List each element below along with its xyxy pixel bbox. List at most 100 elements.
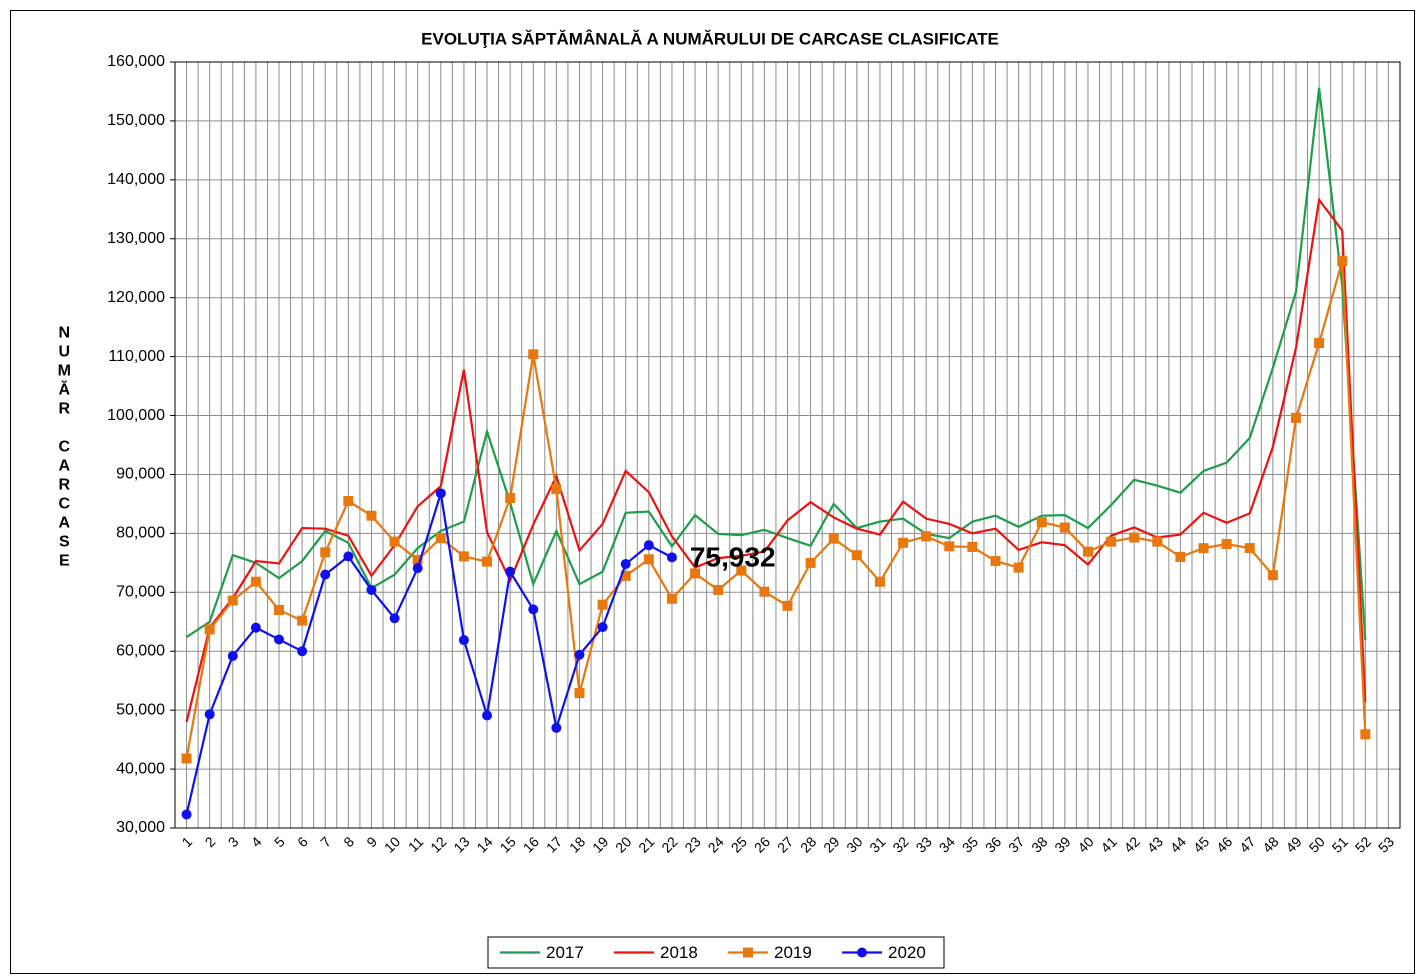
marker [412, 563, 423, 574]
marker [643, 554, 654, 565]
marker [204, 709, 215, 720]
marker [990, 556, 1001, 567]
marker [1106, 536, 1117, 547]
legend-label: 2020 [888, 943, 926, 962]
marker [528, 349, 539, 360]
marker [320, 569, 331, 580]
marker [620, 559, 631, 570]
marker [851, 550, 862, 561]
marker [204, 624, 215, 635]
y-tick-label: 100,000 [107, 407, 165, 424]
series-line [185, 197, 1367, 723]
marker [458, 635, 469, 646]
marker [713, 584, 724, 595]
marker [921, 531, 932, 542]
marker [1360, 729, 1371, 740]
marker [320, 547, 331, 558]
y-tick-label: 40,000 [116, 760, 165, 777]
marker [1036, 517, 1047, 528]
marker [643, 540, 654, 551]
marker [435, 533, 446, 544]
marker [343, 495, 354, 506]
plot-border [174, 61, 1401, 829]
marker [690, 568, 701, 579]
marker [551, 722, 562, 733]
marker [458, 551, 469, 562]
marker [743, 947, 753, 958]
y-tick-label: 130,000 [107, 230, 165, 247]
marker [782, 600, 793, 611]
legend-label: 2019 [774, 943, 812, 962]
marker [1267, 570, 1278, 581]
marker [505, 566, 516, 577]
marker [181, 753, 192, 764]
marker [574, 688, 585, 699]
y-tick-label: 120,000 [107, 289, 165, 306]
series-line [185, 260, 1367, 759]
marker [736, 565, 747, 576]
y-tick-label: 80,000 [116, 525, 165, 542]
marker [1082, 546, 1093, 557]
y-tick-label: 50,000 [116, 701, 165, 718]
marker [1198, 543, 1209, 554]
marker [759, 586, 770, 597]
marker [620, 570, 631, 581]
y-tick-label: 140,000 [107, 171, 165, 188]
marker [1221, 538, 1232, 549]
marker [250, 576, 261, 587]
y-tick-label: 150,000 [107, 112, 165, 129]
marker [505, 493, 516, 504]
marker [857, 947, 867, 958]
marker [250, 622, 261, 633]
marker [1244, 543, 1255, 554]
marker [1013, 562, 1024, 573]
chart-title: EVOLUŢIA SĂPTĂMÂNALĂ A NUMĂRULUI DE CARC… [421, 29, 999, 48]
marker [666, 552, 677, 563]
marker [967, 541, 978, 552]
marker [597, 599, 608, 610]
legend: 2017 2018 2019 2020 [487, 936, 945, 969]
marker [297, 615, 308, 626]
marker [412, 554, 423, 565]
marker [1337, 256, 1348, 267]
y-tick-label: 60,000 [116, 642, 165, 659]
marker [1129, 532, 1140, 543]
y-tick-label: 70,000 [116, 584, 165, 601]
y-tick-label: 90,000 [116, 466, 165, 483]
marker [366, 584, 377, 595]
marker [482, 710, 493, 721]
marker [666, 593, 677, 604]
marker [574, 649, 585, 660]
y-tick-label: 160,000 [107, 53, 165, 70]
marker [343, 551, 354, 562]
marker [389, 536, 400, 547]
marker [805, 557, 816, 568]
marker [874, 576, 885, 587]
marker [551, 484, 562, 495]
y-axis-label: NUMĂR CARCASE [56, 325, 73, 572]
marker [1290, 412, 1301, 423]
legend-label: 2018 [660, 943, 698, 962]
marker [1059, 522, 1070, 533]
marker [1152, 536, 1163, 547]
marker [828, 533, 839, 544]
marker [227, 650, 238, 661]
marker [482, 556, 493, 567]
marker [944, 541, 955, 552]
marker [274, 634, 285, 645]
marker [274, 604, 285, 615]
marker [435, 488, 446, 499]
marker [898, 537, 909, 548]
marker [366, 510, 377, 521]
legend-label: 2017 [546, 943, 584, 962]
marker [597, 622, 608, 633]
marker [227, 595, 238, 606]
marker [297, 646, 308, 657]
y-tick-label: 30,000 [116, 819, 165, 836]
series-line [185, 492, 673, 815]
data-label: 75,932 [690, 542, 776, 573]
marker [528, 604, 539, 615]
marker [1314, 338, 1325, 349]
